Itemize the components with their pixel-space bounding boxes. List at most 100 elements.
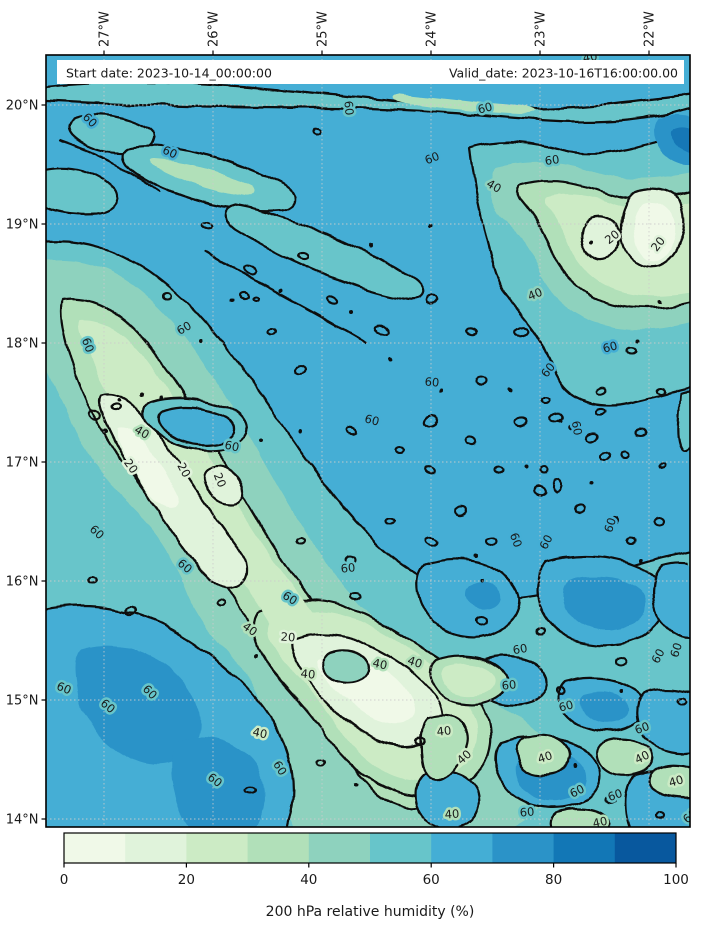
contour-label: 40 <box>436 723 452 738</box>
tiny-contour-dot <box>159 396 163 400</box>
small-contour-ring <box>594 407 608 417</box>
contour-label: 40 <box>667 772 685 789</box>
valid-date-text: Valid_date: 2023-10-16T16:00:00.00 <box>449 66 678 81</box>
small-contour-ring <box>513 325 529 337</box>
contour-label: 40 <box>371 656 388 673</box>
fill-region <box>150 160 256 197</box>
contour-label: 40 <box>591 814 608 831</box>
small-contour-ring <box>251 295 261 303</box>
small-contour-ring <box>394 445 406 455</box>
colorbar-segment <box>492 833 555 863</box>
contour-label: 60 <box>363 411 381 428</box>
contour-label: 40 <box>444 807 460 822</box>
lat-tick-label: 20°N <box>6 98 39 113</box>
contour-region <box>596 738 654 777</box>
tiny-contour-dot <box>104 429 108 433</box>
lon-tick-label: 23°W <box>533 11 548 47</box>
contour-label: 60 <box>557 697 575 714</box>
lon-tick-label: 22°W <box>642 11 657 47</box>
small-contour-ring <box>88 409 102 421</box>
fill-region <box>74 646 201 765</box>
small-contour-ring <box>655 386 667 396</box>
small-contour-ring <box>373 323 391 337</box>
contour-label: 60 <box>544 152 560 168</box>
contour-label: 20 <box>280 630 296 645</box>
small-contour-ring <box>585 431 599 443</box>
lat-tick-label: 17°N <box>6 455 39 470</box>
contour-label: 60 <box>519 804 535 819</box>
fill-region <box>634 202 676 261</box>
contour-region <box>636 688 690 755</box>
colorbar: 0 20 40 60 80 100 <box>60 833 689 888</box>
contour-region <box>551 807 610 827</box>
contour-region <box>58 138 162 194</box>
small-contour-ring <box>550 412 564 424</box>
tiny-contour-dot <box>559 419 563 423</box>
small-contour-ring <box>514 415 528 427</box>
tiny-contour-dot <box>254 654 258 658</box>
small-contour-ring <box>415 736 427 746</box>
contour-region <box>515 734 572 777</box>
contour-region <box>415 770 481 827</box>
fill-region <box>118 427 179 509</box>
contour-region <box>420 714 470 782</box>
small-contour-ring <box>614 655 628 667</box>
lat-tick-label: 16°N <box>6 574 39 589</box>
small-contour-ring <box>625 346 637 356</box>
contour-label: 40 <box>251 725 268 742</box>
tiny-contour-dot <box>118 398 122 402</box>
contour-fill-layer <box>46 55 690 827</box>
contour-region <box>203 250 367 344</box>
colorbar-tick-label: 20 <box>178 872 195 888</box>
date-annotation-box <box>57 60 684 84</box>
lon-tick-label: 24°W <box>424 11 439 47</box>
tiny-contour-dot <box>619 689 623 693</box>
contour-label: 60 <box>340 560 356 575</box>
colorbar-segment <box>247 833 310 863</box>
contour-label: 60 <box>223 438 240 455</box>
lat-tick-label: 19°N <box>6 217 39 232</box>
small-contour-ring <box>423 414 439 428</box>
small-contour-ring <box>653 515 667 527</box>
small-contour-ring <box>533 484 547 496</box>
small-contour-ring <box>552 479 564 493</box>
tiny-contour-dot <box>299 429 303 433</box>
small-contour-ring <box>555 686 567 696</box>
small-contour-ring <box>568 421 580 431</box>
tiny-contour-dot <box>279 289 283 293</box>
lon-tick-label: 26°W <box>206 11 221 47</box>
colorbar-segment <box>370 833 432 863</box>
tiny-contour-dot <box>389 359 393 363</box>
small-contour-ring <box>315 756 327 766</box>
colorbar-tick-label: 0 <box>60 872 69 888</box>
fill-region <box>464 582 502 610</box>
small-contour-ring <box>619 450 631 460</box>
lon-tick-label: 25°W <box>315 11 330 47</box>
contour-region <box>322 648 369 684</box>
lat-tick-label: 14°N <box>6 812 39 827</box>
tiny-contour-dot <box>354 784 358 788</box>
tiny-contour-dot <box>229 299 233 303</box>
contour-label: 60 <box>512 641 529 657</box>
contour-region <box>203 465 246 506</box>
colorbar-tick-label: 60 <box>423 872 440 888</box>
small-contour-ring <box>539 465 551 475</box>
colorbar-segment <box>125 833 187 863</box>
colorbar-tick-label: 100 <box>663 872 689 888</box>
small-contour-ring <box>494 465 506 475</box>
contour-label: 40 <box>300 666 316 681</box>
colorbar-segment <box>553 833 616 863</box>
tiny-contour-dot <box>259 439 263 443</box>
axes-frame <box>45 54 691 828</box>
tiny-contour-dot <box>634 339 638 343</box>
lon-tick-label: 27°W <box>97 11 112 47</box>
colorbar-segment <box>431 833 493 863</box>
contour-label: 60 <box>501 677 517 692</box>
contour-label: 60 <box>476 99 494 116</box>
colorbar-segment <box>614 833 677 863</box>
start-date-text: Start date: 2023-10-14_00:00:00 <box>66 66 272 81</box>
contour-label: 60 <box>424 374 440 389</box>
small-contour-ring <box>325 295 339 305</box>
small-contour-ring <box>655 811 667 821</box>
